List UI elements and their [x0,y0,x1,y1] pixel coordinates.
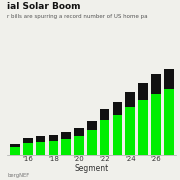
Text: bergNEF: bergNEF [7,173,30,178]
Bar [74,129,84,136]
Text: r bills are spurring a record number of US home pa: r bills are spurring a record number of … [7,14,148,19]
Bar [49,135,58,141]
Bar [23,143,33,155]
Bar [151,94,161,155]
Bar [10,144,20,147]
X-axis label: Segment: Segment [75,164,109,173]
Bar [61,132,71,139]
Bar [113,115,122,155]
Bar [74,136,84,155]
Bar [100,120,109,155]
Bar [125,92,135,107]
Bar [49,141,58,155]
Text: ial Solar Boom: ial Solar Boom [7,2,81,11]
Bar [87,130,97,155]
Bar [87,121,97,130]
Bar [164,69,174,89]
Bar [36,142,45,155]
Bar [164,89,174,155]
Bar [138,84,148,100]
Bar [113,102,122,115]
Bar [23,138,33,143]
Bar [100,109,109,120]
Bar [125,107,135,155]
Bar [36,136,45,142]
Bar [10,147,20,155]
Bar [61,139,71,155]
Bar [138,100,148,155]
Bar [151,75,161,94]
